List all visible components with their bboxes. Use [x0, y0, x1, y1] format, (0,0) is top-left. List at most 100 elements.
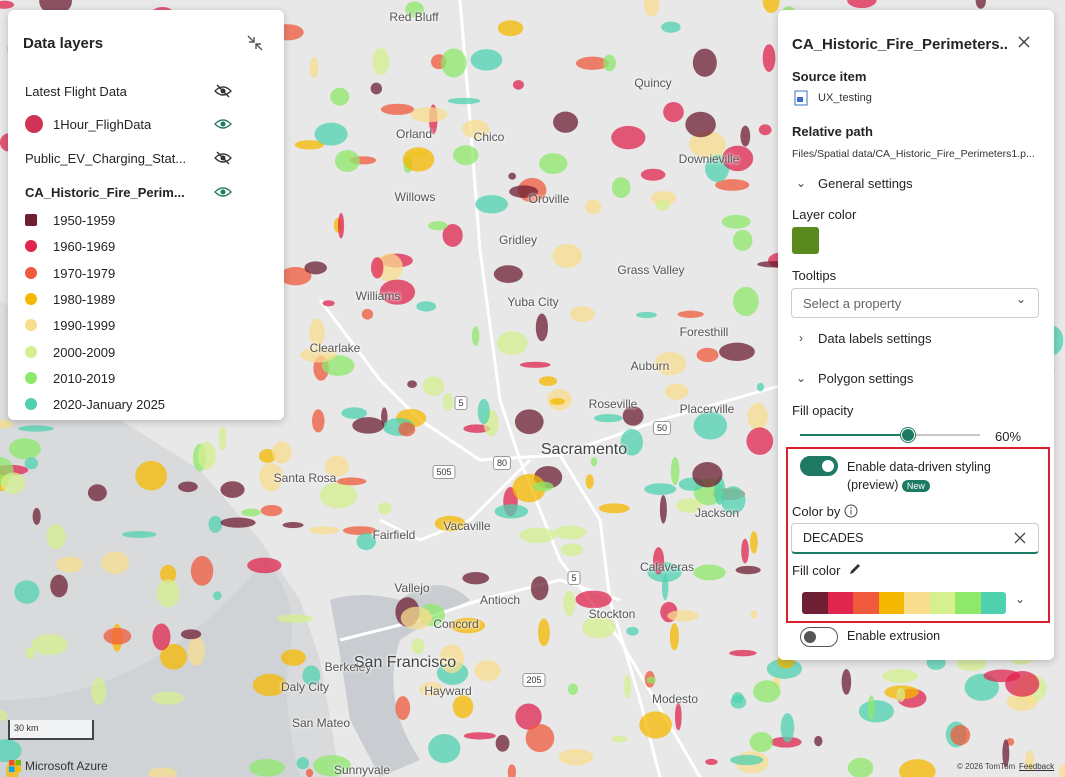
- fire-perimeter: [319, 482, 358, 509]
- fire-perimeter: [582, 616, 616, 639]
- layer-name[interactable]: 1Hour_FlighData: [53, 117, 152, 132]
- fire-perimeter: [314, 122, 348, 146]
- layer-name[interactable]: Public_EV_Charging_Stat...: [25, 151, 187, 166]
- fire-perimeter: [443, 392, 454, 411]
- palette-swatch: [802, 592, 828, 614]
- map-label: Vallejo: [394, 581, 430, 595]
- label: Color by: [792, 504, 841, 519]
- fire-perimeter: [553, 111, 579, 133]
- label: Relative path: [792, 124, 873, 139]
- fire-perimeter: [302, 665, 321, 686]
- fire-perimeter: [525, 724, 555, 753]
- ms-logo: [9, 760, 21, 772]
- palette-swatch: [827, 592, 853, 614]
- color-by-input[interactable]: DECADES: [791, 523, 1039, 554]
- info-icon[interactable]: [844, 504, 858, 518]
- fire-perimeter: [719, 342, 755, 361]
- color-palette[interactable]: [802, 592, 1006, 614]
- section-header[interactable]: General settings: [818, 176, 913, 191]
- fire-perimeter: [758, 124, 772, 136]
- layer-color-dot: [25, 115, 43, 133]
- visibility-toggle[interactable]: [214, 117, 232, 131]
- highlight-box: [786, 447, 1050, 623]
- legend-label: 2010-2019: [53, 370, 116, 386]
- map-label: Placerville: [679, 402, 735, 416]
- collapse-button[interactable]: [246, 34, 264, 52]
- map-label: Williams: [355, 289, 401, 303]
- fire-perimeter: [535, 313, 548, 342]
- fire-perimeter: [519, 527, 556, 544]
- palette-swatch: [929, 592, 955, 614]
- fire-perimeter: [721, 214, 751, 229]
- fire-perimeter: [538, 618, 550, 647]
- fire-perimeter: [639, 711, 672, 739]
- fire-perimeter: [624, 674, 631, 699]
- fire-perimeter: [567, 683, 578, 696]
- fire-perimeter: [532, 481, 554, 492]
- fire-perimeter: [470, 49, 503, 71]
- fire-perimeter: [661, 21, 681, 33]
- fire-perimeter: [474, 659, 501, 682]
- visibility-toggle[interactable]: [214, 185, 232, 199]
- fire-perimeter: [439, 644, 465, 674]
- fire-perimeter: [644, 483, 677, 495]
- fire-perimeter: [220, 481, 245, 498]
- map-label: Stockton: [588, 607, 636, 621]
- scale-bar: 30 km: [8, 720, 94, 740]
- fire-perimeter: [322, 300, 335, 307]
- fire-perimeter: [721, 486, 746, 515]
- edit-icon[interactable]: [848, 562, 862, 576]
- relative-path: Files/Spatial data/CA_Historic_Fire_Peri…: [792, 148, 1035, 160]
- fire-perimeter: [152, 691, 185, 705]
- legend-swatch: [25, 398, 37, 411]
- toggle-knob: [822, 460, 834, 472]
- map-label: Berkeley: [324, 660, 372, 674]
- visibility-toggle[interactable]: [214, 151, 232, 165]
- fire-perimeter: [398, 422, 416, 437]
- toggle[interactable]: [800, 456, 838, 476]
- fire-perimeter: [405, 1, 424, 18]
- map-label: Red Bluff: [389, 10, 439, 24]
- fire-perimeter: [0, 0, 15, 9]
- map-label: Sacramento: [540, 441, 628, 458]
- layer-name[interactable]: CA_Historic_Fire_Perim...: [25, 185, 185, 200]
- fire-perimeter: [780, 713, 795, 743]
- fire-perimeter: [336, 477, 367, 486]
- fire-perimeter: [280, 649, 306, 666]
- fire-perimeter: [160, 564, 177, 584]
- fire-perimeter: [867, 695, 875, 721]
- fire-perimeter: [463, 424, 491, 433]
- layer-color-swatch[interactable]: [792, 227, 819, 254]
- fire-perimeter: [519, 361, 551, 368]
- toggle[interactable]: [800, 627, 838, 647]
- tooltip-dropdown[interactable]: Select a property ⌄: [791, 288, 1039, 318]
- fire-perimeter: [507, 764, 517, 777]
- fire-perimeter: [471, 326, 480, 346]
- fire-perimeter: [493, 265, 523, 283]
- layer-name[interactable]: Latest Flight Data: [25, 84, 127, 99]
- section-header[interactable]: Data labels settings: [818, 331, 932, 346]
- fire-perimeter: [249, 758, 285, 777]
- slider-value: 60%: [995, 429, 1022, 444]
- fire-perimeter: [667, 610, 699, 622]
- fire-perimeter: [305, 768, 314, 777]
- fire-perimeter: [0, 419, 14, 429]
- clear-button[interactable]: [1014, 532, 1026, 544]
- fire-perimeter: [180, 629, 202, 640]
- fire-perimeter: [692, 462, 723, 488]
- fire-perimeter: [705, 758, 718, 765]
- visibility-toggle[interactable]: [214, 84, 232, 98]
- source-item[interactable]: UX_testing: [818, 92, 872, 104]
- map-label: Antioch: [479, 593, 521, 607]
- section-header[interactable]: Polygon settings: [818, 371, 914, 386]
- close-button[interactable]: [1017, 35, 1031, 49]
- feedback-link[interactable]: Feedback: [1019, 762, 1055, 771]
- slider-thumb[interactable]: [901, 428, 915, 442]
- map-label: San Mateo: [291, 716, 351, 730]
- fire-perimeter: [371, 257, 384, 279]
- map-label: Clearlake: [309, 341, 361, 355]
- fire-perimeter: [148, 767, 178, 777]
- fire-perimeter: [740, 125, 751, 147]
- fire-perimeter: [31, 634, 68, 656]
